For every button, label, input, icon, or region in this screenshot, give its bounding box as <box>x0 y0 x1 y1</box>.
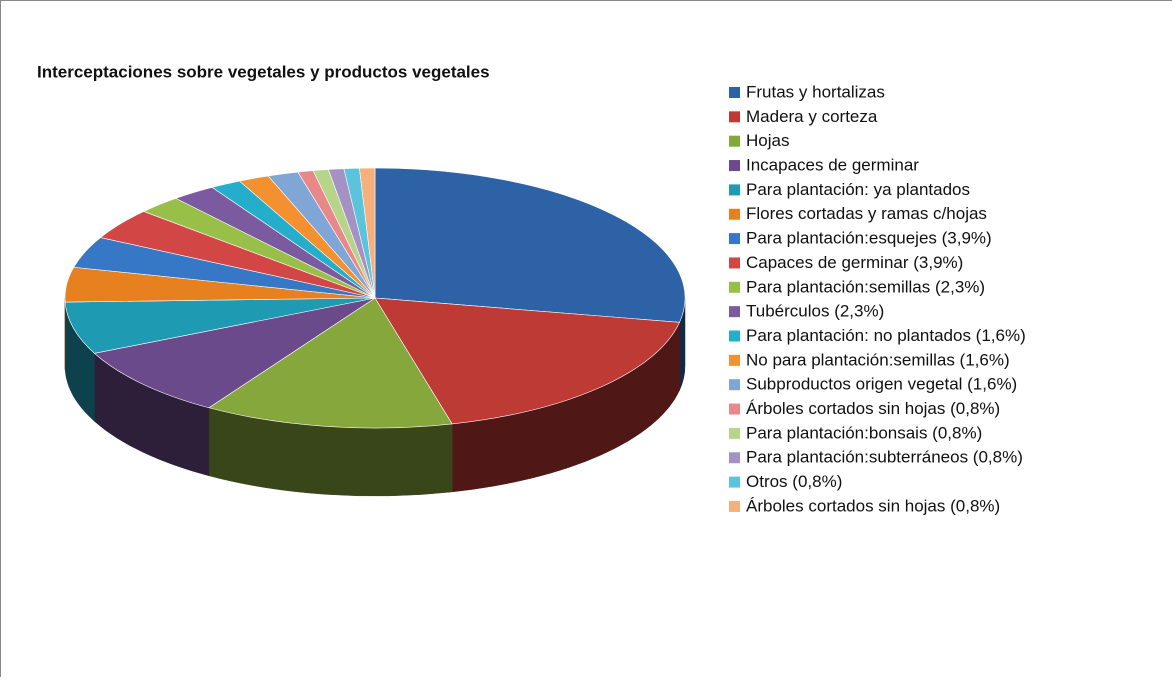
legend-swatch <box>729 282 740 293</box>
legend-label: Hojas <box>746 131 789 150</box>
legend-label: No para plantación:semillas (1,6%) <box>746 350 1010 369</box>
slice <box>375 168 685 322</box>
legend-label: Para plantación: ya plantados <box>746 180 970 199</box>
legend-swatch <box>729 233 740 244</box>
legend-swatch <box>729 257 740 268</box>
legend-swatch <box>729 501 740 512</box>
legend-swatch <box>729 306 740 317</box>
legend-swatch <box>729 404 740 415</box>
legend-label: Árboles cortados sin hojas (0,8%) <box>746 399 1000 418</box>
legend-label: Para plantación:subterráneos (0,8%) <box>746 448 1023 467</box>
legend-swatch <box>729 477 740 488</box>
legend-swatch <box>729 136 740 147</box>
legend-swatch <box>729 452 740 463</box>
legend-swatch <box>729 87 740 98</box>
legend-label: Flores cortadas y ramas c/hojas <box>746 204 987 223</box>
legend-label: Para plantación:semillas (2,3%) <box>746 277 985 296</box>
legend-swatch <box>729 428 740 439</box>
legend-swatch <box>729 331 740 342</box>
legend-swatch <box>729 379 740 390</box>
legend-label: Subproductos origen vegetal (1,6%) <box>746 375 1017 394</box>
legend-label: Para plantación: no plantados (1,6%) <box>746 326 1026 345</box>
legend-label: Tubérculos (2,3%) <box>746 302 884 321</box>
chart-title: Interceptaciones sobre vegetales y produ… <box>37 62 490 81</box>
legend-swatch <box>729 209 740 220</box>
legend-label: Madera y corteza <box>746 107 878 126</box>
legend-swatch <box>729 184 740 195</box>
legend-label: Árboles cortados sin hojas (0,8%) <box>746 496 1000 515</box>
legend-swatch <box>729 111 740 122</box>
legend-swatch <box>729 160 740 171</box>
legend-label: Otros (0,8%) <box>746 472 842 491</box>
legend-label: Para plantación:bonsais (0,8%) <box>746 423 982 442</box>
pie-tops <box>65 168 685 428</box>
legend-label: Frutas y hortalizas <box>746 82 885 101</box>
legend-label: Capaces de germinar (3,9%) <box>746 253 963 272</box>
legend-swatch <box>729 355 740 366</box>
legend-label: Incapaces de germinar <box>746 156 919 175</box>
legend-label: Para plantación:esquejes (3,9%) <box>746 229 992 248</box>
